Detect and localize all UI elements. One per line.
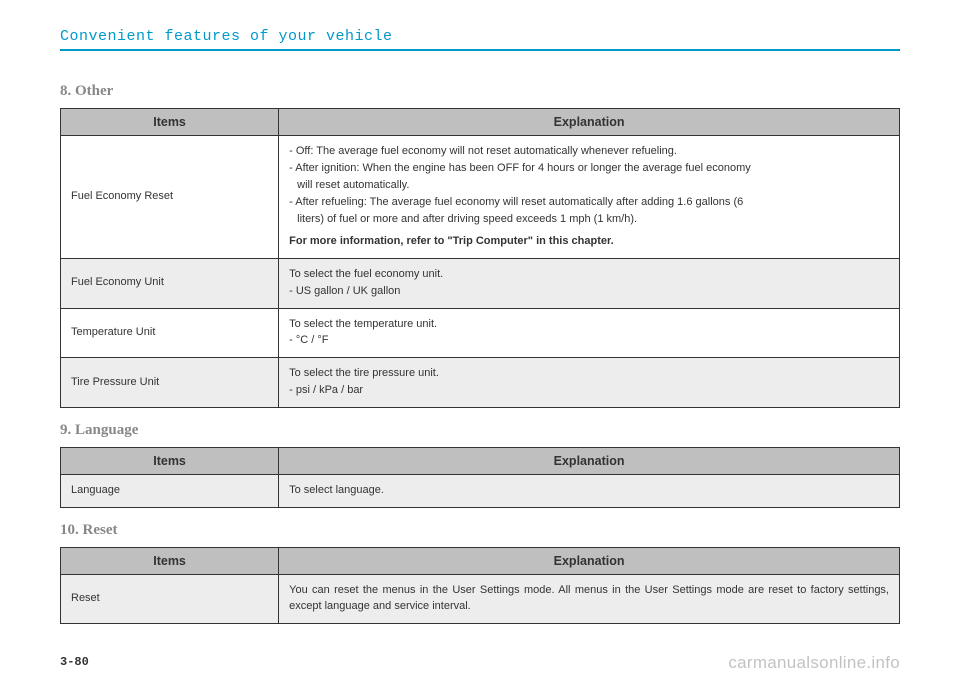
table-language: Items Explanation Language To select lan… — [60, 447, 900, 508]
cell-item: Language — [61, 475, 279, 508]
exp-line-bold: For more information, refer to "Trip Com… — [289, 234, 889, 250]
table-row: Temperature Unit To select the temperatu… — [61, 308, 900, 358]
exp-line: To select the fuel economy unit. — [289, 267, 889, 283]
page-header: Convenient features of your vehicle — [60, 28, 900, 51]
table-row: Fuel Economy Reset - Off: The average fu… — [61, 136, 900, 259]
col-header-explanation: Explanation — [279, 448, 900, 475]
page-number: 3-80 — [60, 655, 89, 669]
cell-item: Tire Pressure Unit — [61, 358, 279, 408]
table-row: Language To select language. — [61, 475, 900, 508]
cell-explanation: You can reset the menus in the User Sett… — [279, 575, 900, 624]
exp-line: - °C / °F — [289, 333, 889, 349]
exp-line: - US gallon / UK gallon — [289, 284, 889, 300]
exp-line: liters) of fuel or more and after drivin… — [289, 212, 889, 228]
cell-item: Reset — [61, 575, 279, 624]
exp-line: - After refueling: The average fuel econ… — [289, 195, 889, 211]
table-other: Items Explanation Fuel Economy Reset - O… — [60, 108, 900, 408]
exp-line: will reset automatically. — [289, 178, 889, 194]
col-header-items: Items — [61, 448, 279, 475]
watermark: carmanualsonline.info — [728, 653, 900, 673]
cell-item: Temperature Unit — [61, 308, 279, 358]
exp-line: To select the tire pressure unit. — [289, 366, 889, 382]
exp-line: To select the temperature unit. — [289, 317, 889, 333]
cell-explanation: - Off: The average fuel economy will not… — [279, 136, 900, 259]
exp-line: - After ignition: When the engine has be… — [289, 161, 889, 177]
table-reset: Items Explanation Reset You can reset th… — [60, 547, 900, 624]
section-title-language: 9. Language — [60, 422, 900, 439]
table-row: Tire Pressure Unit To select the tire pr… — [61, 358, 900, 408]
cell-explanation: To select the temperature unit. - °C / °… — [279, 308, 900, 358]
exp-line: You can reset the menus in the User Sett… — [289, 583, 889, 615]
cell-explanation: To select language. — [279, 475, 900, 508]
exp-line: - Off: The average fuel economy will not… — [289, 144, 889, 160]
exp-line: To select language. — [289, 483, 889, 499]
table-row: Fuel Economy Unit To select the fuel eco… — [61, 258, 900, 308]
section-title-reset: 10. Reset — [60, 522, 900, 539]
col-header-explanation: Explanation — [279, 109, 900, 136]
cell-explanation: To select the tire pressure unit. - psi … — [279, 358, 900, 408]
cell-item: Fuel Economy Unit — [61, 258, 279, 308]
exp-line: - psi / kPa / bar — [289, 383, 889, 399]
table-row: Reset You can reset the menus in the Use… — [61, 575, 900, 624]
section-title-other: 8. Other — [60, 83, 900, 100]
cell-explanation: To select the fuel economy unit. - US ga… — [279, 258, 900, 308]
col-header-items: Items — [61, 109, 279, 136]
cell-item: Fuel Economy Reset — [61, 136, 279, 259]
col-header-items: Items — [61, 548, 279, 575]
col-header-explanation: Explanation — [279, 548, 900, 575]
